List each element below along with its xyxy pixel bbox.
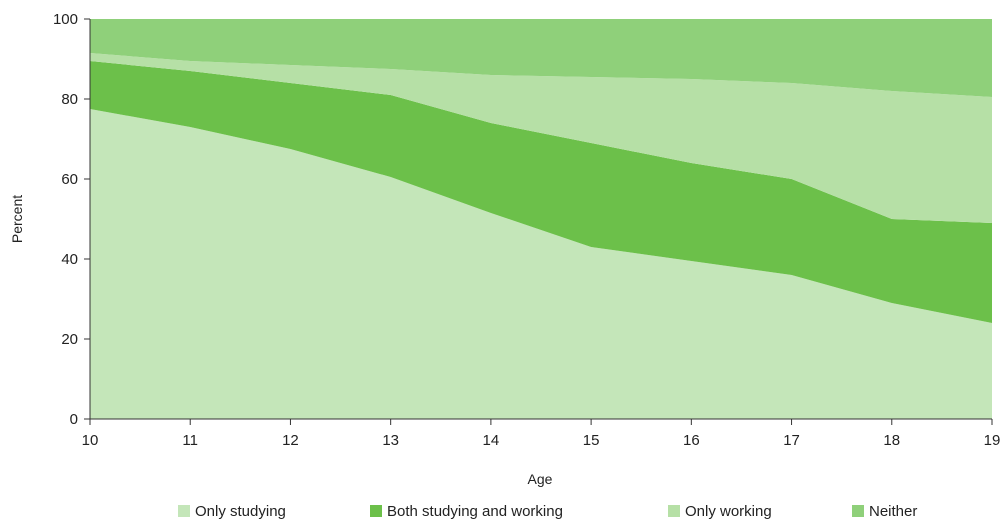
legend-item: Neither xyxy=(852,503,917,520)
area-series-2 xyxy=(90,61,992,323)
x-tick-label: 19 xyxy=(984,432,1001,449)
area-series-3 xyxy=(90,53,992,223)
y-tick-label: 0 xyxy=(70,411,78,428)
legend-label: Only studying xyxy=(195,503,286,520)
legend-swatch xyxy=(668,505,680,517)
x-tick-label: 17 xyxy=(783,432,800,449)
legend-swatch xyxy=(370,505,382,517)
y-tick-label: 40 xyxy=(61,251,78,268)
area-series-4 xyxy=(90,19,992,97)
y-tick-label: 60 xyxy=(61,171,78,188)
area-series-1 xyxy=(90,109,992,419)
legend: Only studying Both studying and working On… xyxy=(178,503,917,520)
y-tick-label: 80 xyxy=(61,91,78,108)
legend-item: Only working xyxy=(668,503,772,520)
x-tick-label: 11 xyxy=(182,432,198,449)
areas-layer xyxy=(90,19,992,419)
x-tick-label: 14 xyxy=(483,432,500,449)
legend-swatch xyxy=(178,505,190,517)
axes-layer: 0 20 40 60 80 100 10 11 12 13 14 15 16 17 18 19 xyxy=(53,11,1000,449)
legend-item: Both studying and working xyxy=(370,503,563,520)
x-tick-label: 18 xyxy=(883,432,900,449)
y-tick-label: 20 xyxy=(61,331,78,348)
x-tick-label: 13 xyxy=(382,432,399,449)
legend-item: Only studying xyxy=(178,503,286,520)
legend-label: Neither xyxy=(869,503,917,520)
legend-label: Both studying and working xyxy=(387,503,563,520)
x-tick-label: 10 xyxy=(82,432,99,449)
x-tick-label: 16 xyxy=(683,432,700,449)
y-axis-title: Percent xyxy=(9,195,25,243)
x-tick-label: 15 xyxy=(583,432,600,449)
legend-swatch xyxy=(852,505,864,517)
x-tick-label: 12 xyxy=(282,432,299,449)
legend-label: Only working xyxy=(685,503,772,520)
x-axis-title: Age xyxy=(528,471,553,487)
y-tick-label: 100 xyxy=(53,11,78,28)
